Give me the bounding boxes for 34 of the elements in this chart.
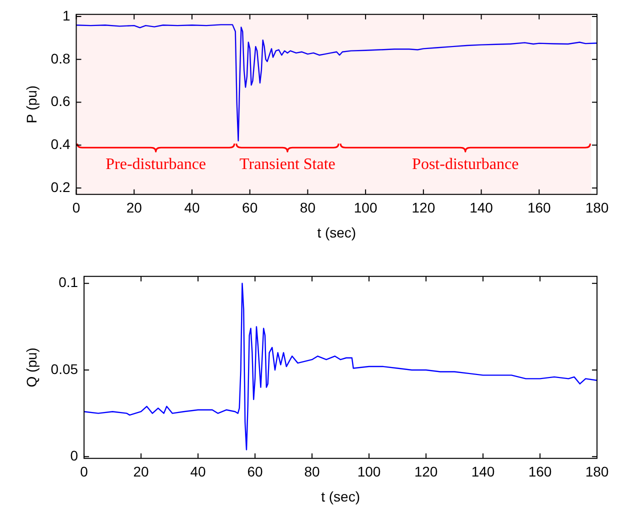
x-tick-label: 80 (300, 200, 316, 216)
y-tick-label: 1 (62, 7, 70, 24)
x-tick-label: 140 (471, 464, 495, 480)
x-tick-label: 160 (528, 464, 552, 480)
y-tick-label: 0.6 (50, 93, 70, 110)
x-tick-label: 0 (80, 464, 88, 480)
y-tick-label: 0.1 (58, 274, 78, 290)
y-tick-label: 0 (70, 448, 78, 464)
x-tick-label: 160 (527, 200, 552, 216)
y-axis-title: Q (pu) (23, 348, 40, 388)
x-tick-label: 40 (184, 200, 200, 216)
x-tick-label: 20 (126, 200, 142, 216)
band-label: Post-disturbance (412, 156, 519, 173)
y-tick-label: 0.05 (50, 360, 78, 377)
x-tick-label: 40 (190, 464, 206, 480)
y-tick-label: 0.8 (50, 50, 70, 66)
x-tick-label: 140 (470, 200, 494, 216)
x-tick-label: 20 (133, 464, 150, 480)
x-tick-label: 100 (354, 200, 378, 216)
band-label: Transient State (240, 156, 336, 173)
x-tick-label: 60 (242, 200, 258, 216)
x-axis-title: t (sec) (317, 224, 356, 240)
x-tick-label: 60 (247, 464, 264, 480)
x-tick-label: 180 (585, 200, 609, 216)
x-tick-label: 100 (357, 464, 381, 480)
x-tick-label: 80 (304, 464, 320, 480)
y-axis-title: P (pu) (23, 85, 40, 124)
y-tick-label: 0.4 (50, 136, 70, 152)
x-tick-label: 120 (414, 464, 438, 480)
x-axis-title: t (sec) (321, 488, 360, 504)
y-tick-label: 0.2 (50, 178, 70, 195)
band-label: Pre-disturbance (106, 156, 206, 173)
x-tick-label: 180 (585, 464, 609, 480)
x-tick-label: 120 (412, 200, 436, 216)
